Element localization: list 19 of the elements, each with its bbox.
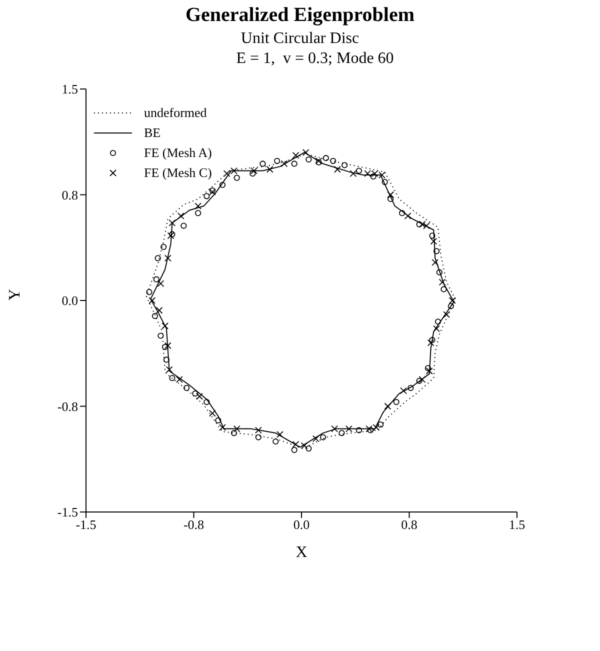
- x-tick-label: 1.5: [508, 517, 526, 532]
- x-tick-label: -0.8: [183, 517, 204, 532]
- chart-subtitle: Unit Circular Disc: [240, 30, 360, 48]
- y-axis-title: Y: [6, 288, 24, 300]
- chart-title: Generalized Eigenproblem: [184, 4, 416, 27]
- legend-label: undeformed: [144, 104, 207, 122]
- x-tick-label: -1.5: [76, 517, 96, 532]
- legend-label: FE (Mesh C): [144, 164, 212, 182]
- legend-label: FE (Mesh A): [144, 144, 212, 162]
- y-tick-label: 0.8: [62, 187, 78, 202]
- x-tick-label: 0.0: [293, 517, 310, 532]
- y-tick-label: 0.0: [62, 293, 78, 308]
- legend-label: BE: [144, 124, 161, 142]
- y-tick-label: -0.8: [57, 398, 78, 414]
- y-tick-label: 1.5: [62, 82, 78, 97]
- text: E = 1, v = 0.3; Mode 60: [235, 50, 395, 68]
- x-tick-label: 0.8: [401, 517, 418, 532]
- x-axis-title: X: [296, 544, 308, 561]
- y-tick-label: -1.5: [57, 504, 78, 520]
